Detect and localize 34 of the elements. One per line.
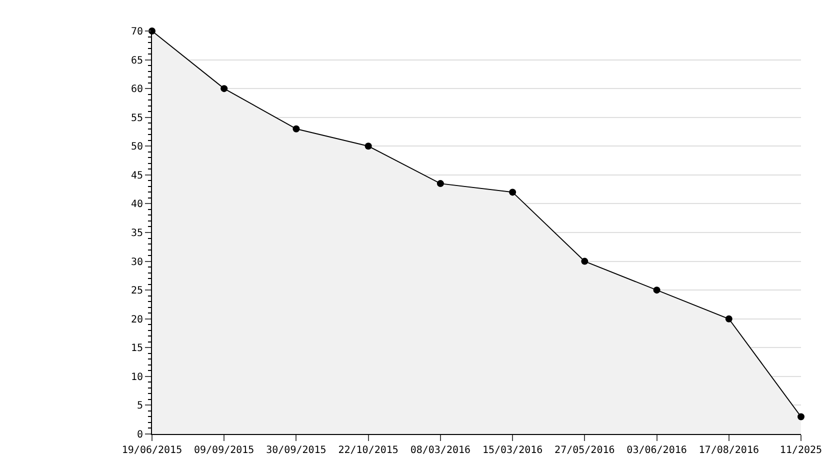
point	[436, 180, 444, 188]
x-tick-label: 30/09/2015	[266, 445, 326, 456]
y-tick-label: 55	[130, 112, 143, 124]
y-tick-label: 60	[130, 84, 143, 96]
point	[292, 125, 300, 132]
x-tick-label: 27/05/2016	[554, 445, 615, 456]
point	[364, 142, 372, 150]
y-tick-label: 30	[130, 256, 143, 268]
x-tick-label: 09/09/2015	[194, 445, 254, 456]
x-tick-label: 15/03/2016	[482, 445, 543, 456]
x-tick-label: 08/03/2016	[410, 445, 471, 456]
y-tick-label: 5	[136, 400, 143, 412]
x-tick-label: 19/06/2015	[122, 445, 182, 456]
y-tick-label: 25	[130, 286, 143, 297]
x-tick-label: 17/08/2016	[698, 445, 759, 456]
x-tick-label: 22/10/2015	[338, 445, 398, 456]
point	[509, 188, 516, 196]
y-tick-label: 50	[130, 142, 143, 153]
point	[798, 413, 804, 420]
x-tick-label: 03/06/2016	[626, 445, 687, 456]
point	[220, 85, 228, 92]
y-tick-label: 45	[130, 170, 143, 182]
point	[725, 315, 732, 322]
point	[653, 286, 660, 294]
y-tick-label: 20	[130, 314, 143, 326]
y-tick-label: 70	[130, 26, 143, 38]
point	[581, 258, 588, 265]
x-tick-label: 11/2025	[780, 445, 822, 456]
y-tick-label: 15	[130, 343, 143, 354]
y-tick-label: 35	[130, 228, 143, 239]
y-tick-label: 65	[130, 55, 143, 66]
y-tick-label: 10	[130, 372, 143, 383]
y-tick-label: 40	[130, 199, 143, 210]
y-tick-label: 0	[136, 430, 143, 440]
